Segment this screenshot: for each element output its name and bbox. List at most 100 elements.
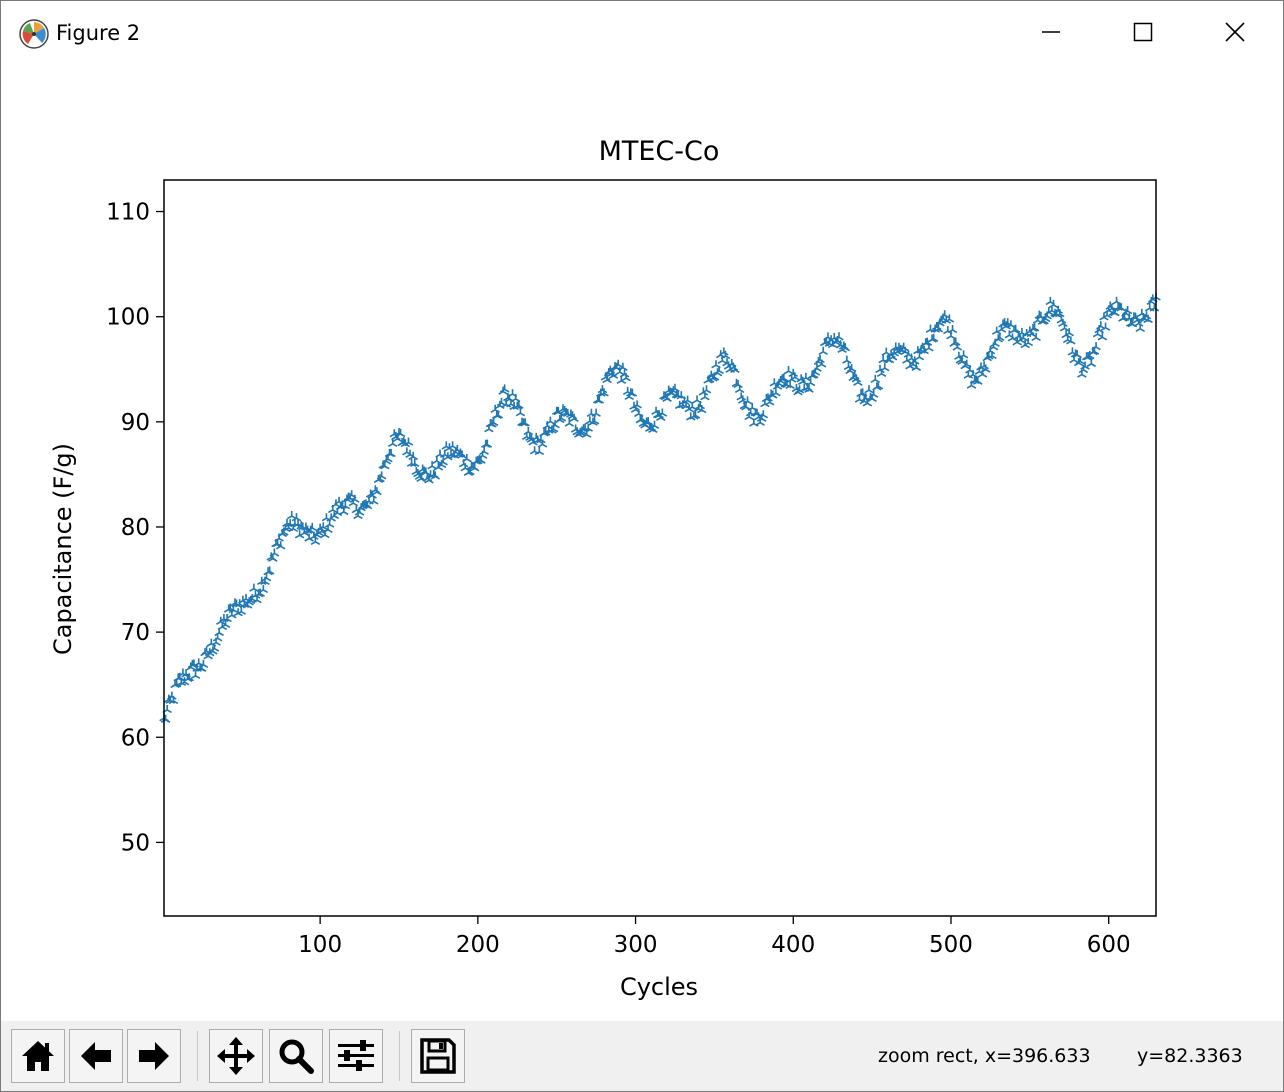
x-axis-label: Cycles	[620, 973, 698, 1001]
data-point	[514, 400, 524, 409]
data-point	[1080, 361, 1090, 370]
data-point	[510, 393, 521, 403]
data-point	[846, 363, 857, 373]
data-point	[222, 614, 232, 623]
data-point	[249, 583, 259, 592]
save-button[interactable]	[411, 1029, 465, 1083]
data-point	[1075, 356, 1086, 365]
data-point	[730, 364, 740, 374]
window-title: Figure 2	[56, 21, 141, 45]
data-point	[958, 350, 969, 359]
data-point	[1143, 314, 1153, 324]
data-point	[714, 365, 724, 375]
data-point	[545, 416, 556, 425]
data-point	[1078, 364, 1089, 374]
x-tick-label: 600	[1087, 932, 1131, 958]
forward-button[interactable]	[127, 1029, 181, 1083]
data-point	[872, 382, 882, 391]
data-point	[479, 446, 489, 455]
home-icon	[22, 1041, 54, 1071]
floppy-icon	[420, 1038, 456, 1074]
data-point	[1091, 342, 1101, 351]
data-point	[1029, 323, 1040, 332]
data-point	[682, 395, 693, 404]
data-point	[1116, 303, 1127, 312]
data-point	[834, 332, 844, 341]
configure-subplots-button[interactable]	[329, 1029, 383, 1083]
y-tick-label: 100	[106, 305, 150, 331]
data-point	[1122, 306, 1133, 315]
close-icon	[1225, 22, 1245, 42]
title-bar[interactable]: Figure 2	[1, 1, 1283, 63]
zoom-button[interactable]	[269, 1029, 323, 1083]
data-point	[939, 310, 950, 319]
data-point	[988, 342, 999, 351]
move-icon	[217, 1037, 255, 1075]
data-point	[537, 439, 548, 448]
data-point	[911, 362, 922, 371]
data-point	[168, 695, 179, 705]
scatter-series	[159, 292, 1161, 723]
data-point	[581, 429, 592, 438]
data-point	[515, 408, 526, 417]
data-point	[395, 428, 406, 438]
magnifier-icon	[279, 1039, 314, 1074]
home-button[interactable]	[11, 1029, 65, 1083]
data-point	[602, 374, 612, 384]
data-point	[608, 370, 619, 379]
arrow-right-icon	[139, 1042, 169, 1070]
data-point	[952, 342, 963, 351]
x-axis: 100 200 300 400 500 600	[298, 916, 1131, 958]
data-point	[1149, 303, 1160, 312]
data-point	[499, 384, 510, 393]
data-point	[594, 395, 605, 404]
status-coordinates: zoom rect, x=396.633	[878, 1045, 1091, 1067]
data-point	[995, 332, 1005, 341]
minimize-button[interactable]	[1005, 1, 1097, 63]
y-tick-label: 60	[121, 725, 150, 751]
matplotlib-logo-icon	[19, 19, 49, 49]
figure-canvas[interactable]: MTEC-Co 100 200 300 400 500 600 50 60 70 80 90 100…	[1, 63, 1283, 1021]
data-point	[372, 487, 382, 496]
data-point	[742, 396, 753, 405]
data-point	[286, 511, 297, 520]
data-point	[264, 566, 275, 575]
data-point	[1100, 322, 1111, 331]
data-point	[720, 350, 731, 360]
data-point	[621, 373, 631, 382]
data-point	[632, 400, 642, 409]
data-point	[785, 380, 795, 390]
data-point	[868, 389, 879, 398]
data-point	[340, 501, 351, 510]
x-tick-label: 200	[456, 932, 500, 958]
pan-button[interactable]	[209, 1029, 263, 1083]
data-point	[758, 410, 769, 419]
navigation-toolbar: zoom rect, x=396.633 y=82.3363	[1, 1021, 1283, 1091]
data-point	[376, 471, 387, 480]
data-point	[1086, 358, 1097, 368]
data-point	[818, 346, 828, 355]
data-point	[591, 408, 601, 417]
data-point	[927, 334, 937, 343]
y-tick-label: 110	[106, 200, 150, 226]
data-point	[618, 362, 628, 371]
data-point	[350, 494, 360, 503]
y-axis-label: Capacitance (F/g)	[49, 443, 77, 655]
data-point	[184, 673, 194, 682]
x-tick-label: 400	[771, 932, 815, 958]
data-point	[864, 385, 874, 394]
data-point	[493, 410, 504, 419]
data-point	[597, 385, 608, 394]
close-button[interactable]	[1189, 1, 1281, 63]
data-point	[815, 354, 825, 364]
data-point	[307, 522, 317, 532]
data-point	[734, 384, 745, 394]
back-button[interactable]	[69, 1029, 123, 1083]
data-point	[1023, 337, 1033, 347]
data-point	[1096, 321, 1106, 330]
data-point	[269, 548, 280, 557]
maximize-button[interactable]	[1097, 1, 1189, 63]
chart[interactable]: MTEC-Co 100 200 300 400 500 600 50 60 70 80 90 100…	[1, 63, 1283, 1021]
data-point	[733, 379, 743, 389]
data-point	[973, 376, 983, 385]
